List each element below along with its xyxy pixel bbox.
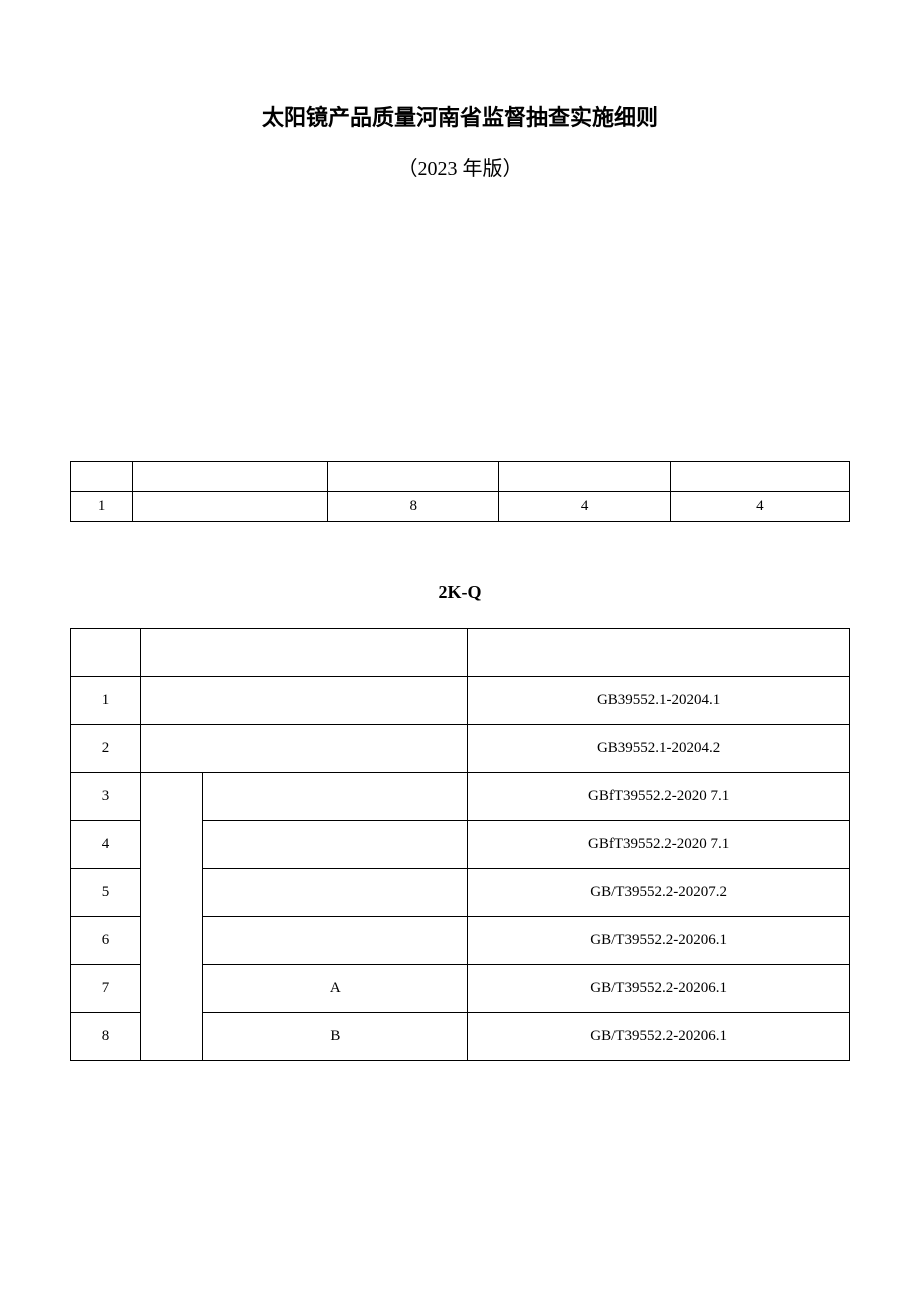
table-cell: 3 bbox=[71, 773, 141, 821]
inspection-table: 1 GB39552.1-20204.1 2 GB39552.1-20204.2 … bbox=[70, 628, 850, 1061]
table-cell: 4 bbox=[499, 492, 670, 522]
main-title: 太阳镜产品质量河南省监督抽查实施细则 bbox=[70, 100, 850, 132]
sampling-table: 1 8 4 4 bbox=[70, 461, 850, 522]
table-cell: 4 bbox=[71, 821, 141, 869]
table-row: 2 GB39552.1-20204.2 bbox=[71, 725, 850, 773]
section-label: 2K-Q bbox=[70, 582, 850, 603]
table-cell bbox=[203, 869, 468, 917]
table-header-row bbox=[71, 462, 850, 492]
table-header-row bbox=[71, 629, 850, 677]
table-cell: A bbox=[203, 965, 468, 1013]
table-cell: 1 bbox=[71, 492, 133, 522]
table-cell: 4 bbox=[670, 492, 849, 522]
table-cell: GB/T39552.2-20206.1 bbox=[468, 965, 850, 1013]
table-cell: B bbox=[203, 1013, 468, 1061]
table-cell: 2 bbox=[71, 725, 141, 773]
table-cell: GB/T39552.2-20207.2 bbox=[468, 869, 850, 917]
table-cell: 5 bbox=[71, 869, 141, 917]
table-cell bbox=[141, 677, 468, 725]
table-row: 1 GB39552.1-20204.1 bbox=[71, 677, 850, 725]
table-cell bbox=[203, 917, 468, 965]
table-cell bbox=[203, 773, 468, 821]
table-cell-merged bbox=[141, 773, 203, 1061]
table-cell: GB39552.1-20204.2 bbox=[468, 725, 850, 773]
table-cell bbox=[203, 821, 468, 869]
table-cell: 1 bbox=[71, 677, 141, 725]
table-header-cell bbox=[133, 462, 328, 492]
table-cell: GBfT39552.2-2020 7.1 bbox=[468, 773, 850, 821]
table-row: 3 GBfT39552.2-2020 7.1 bbox=[71, 773, 850, 821]
table-cell: 7 bbox=[71, 965, 141, 1013]
table-cell: 8 bbox=[71, 1013, 141, 1061]
table-cell bbox=[141, 725, 468, 773]
table-row: 1 8 4 4 bbox=[71, 492, 850, 522]
table-cell: 6 bbox=[71, 917, 141, 965]
table-cell: GB/T39552.2-20206.1 bbox=[468, 1013, 850, 1061]
table-header-cell bbox=[468, 629, 850, 677]
table-cell: GB/T39552.2-20206.1 bbox=[468, 917, 850, 965]
title-section: 太阳镜产品质量河南省监督抽查实施细则 （2023 年版） bbox=[70, 100, 850, 181]
table-header-cell bbox=[71, 462, 133, 492]
table-cell bbox=[133, 492, 328, 522]
table-header-cell bbox=[328, 462, 499, 492]
table1-container: 1 8 4 4 bbox=[70, 461, 850, 522]
table-cell: GBfT39552.2-2020 7.1 bbox=[468, 821, 850, 869]
table-header-cell bbox=[141, 629, 468, 677]
table-cell: GB39552.1-20204.1 bbox=[468, 677, 850, 725]
table-header-cell bbox=[71, 629, 141, 677]
table-header-cell bbox=[499, 462, 670, 492]
table-cell: 8 bbox=[328, 492, 499, 522]
sub-title: （2023 年版） bbox=[70, 152, 850, 181]
table-header-cell bbox=[670, 462, 849, 492]
